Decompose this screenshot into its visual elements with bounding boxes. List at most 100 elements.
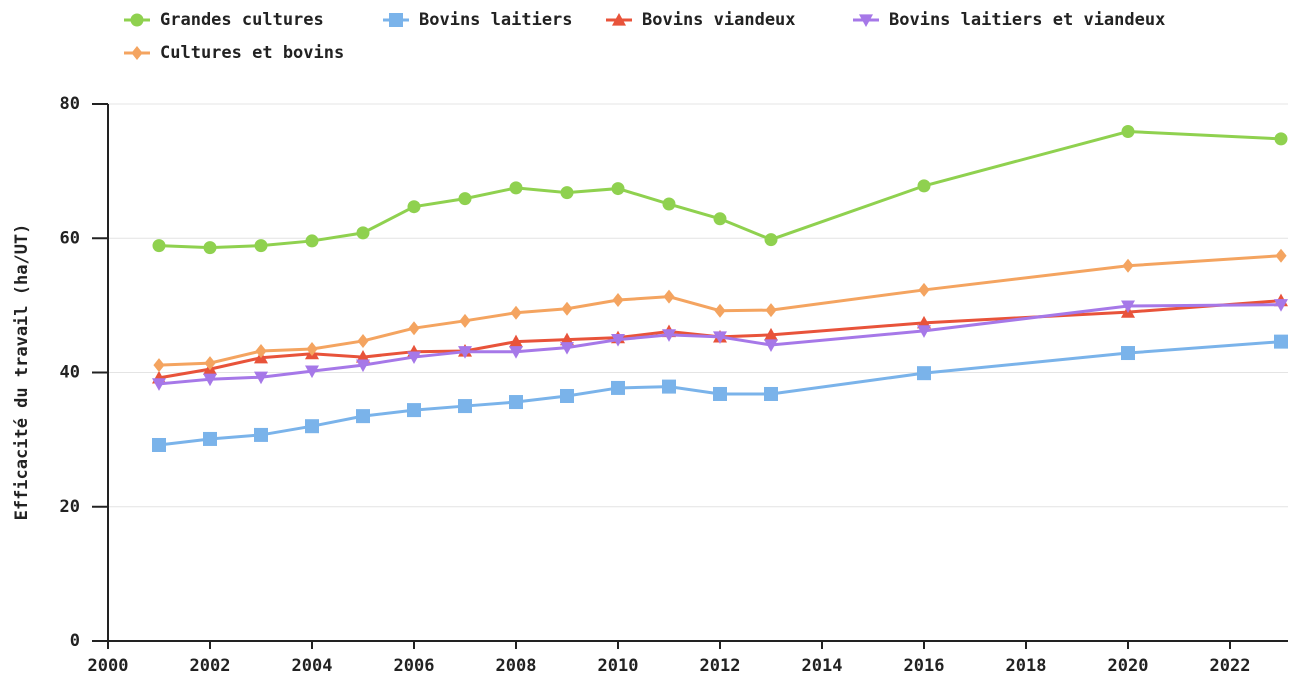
marker <box>204 356 216 371</box>
marker <box>203 373 217 387</box>
legend-label: Grandes cultures <box>160 10 324 30</box>
marker <box>407 351 421 365</box>
marker <box>764 327 778 341</box>
marker <box>1274 299 1288 312</box>
y-axis-label: Efficacité du travail (ha/UT) <box>12 224 32 521</box>
marker <box>917 325 931 338</box>
marker <box>357 333 369 348</box>
marker <box>662 197 676 211</box>
marker <box>918 282 930 297</box>
marker <box>663 289 675 304</box>
marker <box>254 371 268 385</box>
marker <box>560 342 574 355</box>
marker <box>407 200 421 214</box>
marker <box>255 344 267 359</box>
legend-marker <box>389 13 403 27</box>
marker <box>917 366 931 381</box>
marker <box>153 358 165 373</box>
marker <box>917 179 931 193</box>
marker <box>306 342 318 357</box>
marker <box>764 386 778 401</box>
y-tick-label: 0 <box>70 631 80 651</box>
marker <box>407 403 421 418</box>
marker <box>611 380 625 395</box>
x-tick-label: 2006 <box>394 656 435 676</box>
series-line <box>158 340 1282 447</box>
x-tick-label: 2012 <box>700 656 741 676</box>
marker <box>305 365 319 379</box>
x-tick-label: 2000 <box>88 656 129 676</box>
marker <box>203 241 217 255</box>
legend-marker <box>130 13 144 27</box>
legend-label: Cultures et bovins <box>160 43 344 63</box>
marker <box>560 186 574 200</box>
y-tick-label: 40 <box>60 363 80 383</box>
marker <box>1121 125 1135 139</box>
marker <box>356 226 370 240</box>
marker <box>764 339 778 352</box>
series-line <box>158 299 1282 380</box>
marker <box>152 437 166 452</box>
marker <box>1274 132 1288 146</box>
legend-marker <box>859 14 873 27</box>
marker <box>305 419 319 434</box>
legend-marker <box>131 46 143 60</box>
marker <box>356 359 370 373</box>
marker <box>203 431 217 446</box>
x-tick-label: 2002 <box>190 656 231 676</box>
x-tick-label: 2004 <box>292 656 333 676</box>
marker <box>510 305 522 320</box>
marker <box>509 334 523 348</box>
marker <box>254 239 268 253</box>
x-tick-label: 2018 <box>1006 656 1047 676</box>
y-tick-label: 60 <box>60 228 80 248</box>
marker <box>356 409 370 424</box>
x-tick-label: 2008 <box>496 656 537 676</box>
x-tick-label: 2014 <box>802 656 843 676</box>
marker <box>765 303 777 318</box>
marker <box>509 181 523 195</box>
legend-label: Bovins viandeux <box>642 10 796 30</box>
marker <box>713 212 727 226</box>
x-tick-label: 2010 <box>598 656 639 676</box>
marker <box>1121 300 1135 314</box>
marker <box>662 329 676 342</box>
legend-marker <box>612 13 626 26</box>
x-tick-label: 2020 <box>1108 656 1149 676</box>
series-line <box>158 303 1282 386</box>
y-tick-label: 20 <box>60 497 80 517</box>
marker <box>408 321 420 336</box>
x-tick-label: 2022 <box>1210 656 1251 676</box>
marker <box>458 399 472 414</box>
series-line <box>158 254 1282 367</box>
marker <box>152 378 166 391</box>
marker <box>509 346 523 359</box>
marker <box>713 386 727 401</box>
series-line <box>158 130 1282 250</box>
marker <box>254 427 268 442</box>
marker <box>662 379 676 394</box>
marker <box>713 331 727 344</box>
marker <box>611 182 625 196</box>
marker <box>509 395 523 410</box>
marker <box>1274 334 1288 349</box>
x-tick-label: 2016 <box>904 656 945 676</box>
legend-label: Bovins laitiers et viandeux <box>889 10 1165 30</box>
marker <box>152 239 166 253</box>
marker <box>561 301 573 316</box>
marker <box>458 192 472 206</box>
marker <box>917 315 931 329</box>
marker <box>1275 248 1287 263</box>
marker <box>356 350 370 363</box>
marker <box>1121 346 1135 361</box>
marker <box>560 332 574 346</box>
marker <box>305 234 319 248</box>
marker <box>612 293 624 308</box>
y-tick-label: 80 <box>60 94 80 114</box>
marker <box>459 313 471 328</box>
marker <box>714 303 726 318</box>
legend-label: Bovins laitiers <box>419 10 573 30</box>
marker <box>611 334 625 347</box>
marker <box>458 346 472 359</box>
